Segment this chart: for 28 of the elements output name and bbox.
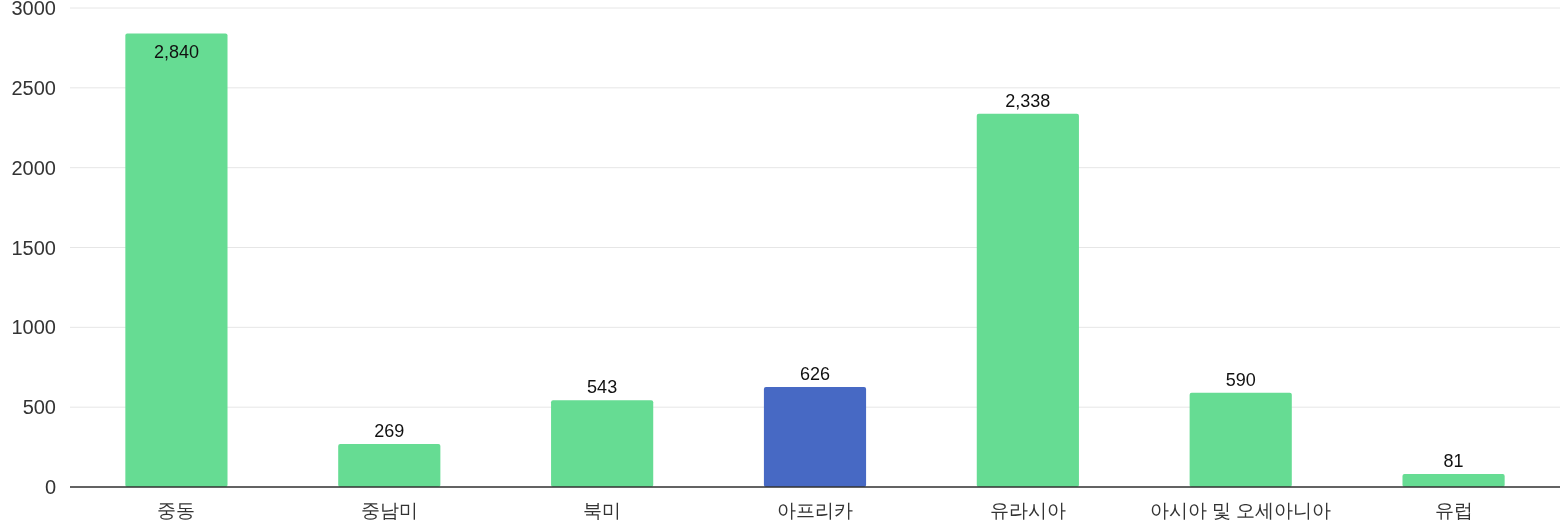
data-label: 626 [799,364,831,385]
y-tick-label: 1000 [11,316,56,339]
x-tick-label: 중남미 [360,500,418,521]
x-tick-label: 아프리카 [777,500,853,521]
x-tick-label: 북미 [583,500,622,521]
bar [125,33,228,487]
x-tick-label: 아시아 및 오세아니아 [1149,500,1332,521]
bar [763,387,867,487]
bar [551,400,654,487]
data-label: 2,338 [1005,90,1051,111]
y-tick-label: 0 [44,476,56,498]
y-tick-label: 2500 [11,76,56,99]
data-label: 590 [1225,369,1256,390]
x-tick-label: 유라시아 [989,500,1066,521]
data-label: 81 [1443,451,1464,472]
bar [1402,474,1505,487]
bar [338,444,441,487]
x-tick-label: 유럽 [1434,500,1473,521]
bar [1189,392,1292,487]
data-label: 269 [374,421,405,442]
bar [976,113,1079,487]
y-tick-label: 3000 [11,0,56,19]
data-label: 543 [587,377,618,398]
data-label: 2,840 [153,41,199,62]
y-tick-label: 2000 [11,156,56,179]
y-tick-label: 1500 [11,236,56,259]
y-tick-label: 500 [22,396,56,419]
x-tick-label: 중동 [157,500,196,521]
